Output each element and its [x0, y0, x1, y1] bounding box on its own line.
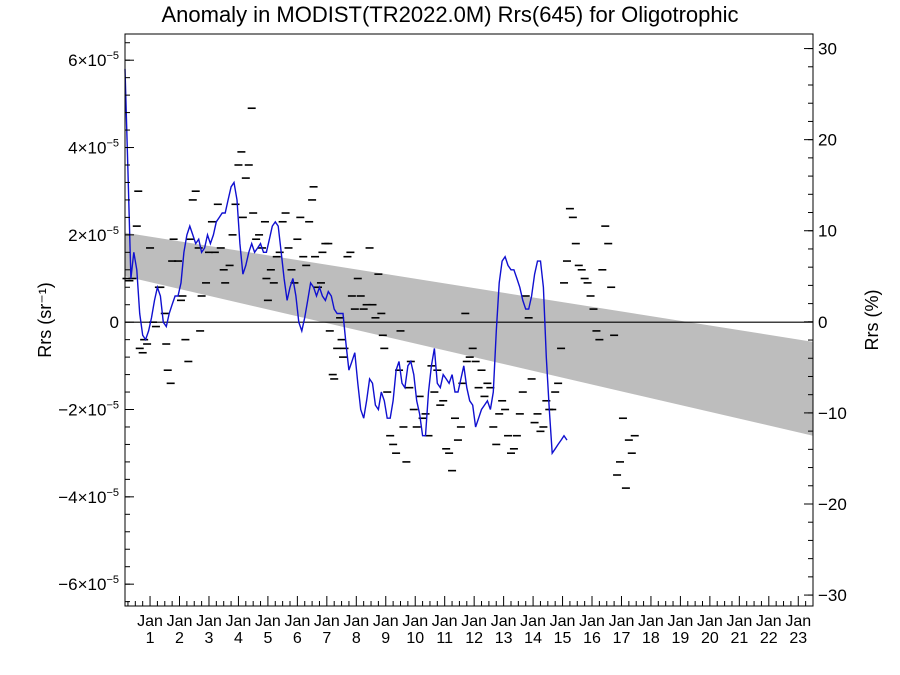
left-tick-label-3: 0 [110, 313, 119, 332]
x-tick-year-4: 5 [263, 630, 272, 647]
left-tick-label-0: 6×10−5 [68, 50, 119, 70]
left-tick-label-5: −4×10−5 [58, 487, 119, 507]
x-tick-year-22: 23 [789, 630, 807, 647]
x-tick-month-19: Jan [697, 613, 723, 630]
x-tick-year-9: 10 [406, 630, 424, 647]
left-tick-exponent-6: −5 [106, 574, 119, 586]
x-tick-month-1: Jan [167, 613, 193, 630]
chart-title: Anomaly in MODIST(TR2022.0M) Rrs(645) fo… [161, 2, 739, 27]
x-tick-month-0: Jan [137, 613, 163, 630]
left-tick-label-6: −6×10−5 [58, 574, 119, 594]
x-tick-month-15: Jan [579, 613, 605, 630]
x-tick-year-13: 14 [524, 630, 542, 647]
x-tick-month-16: Jan [609, 613, 635, 630]
x-tick-year-1: 2 [175, 630, 184, 647]
right-tick-label-0: 30 [818, 40, 837, 59]
left-tick-mantissa-1: 4×10 [68, 139, 106, 158]
trend-band [125, 232, 813, 436]
left-tick-exponent-0: −5 [106, 50, 119, 62]
left-tick-mantissa-0: 6×10 [68, 51, 106, 70]
x-tick-year-6: 7 [322, 630, 331, 647]
x-tick-year-20: 21 [730, 630, 748, 647]
x-tick-month-4: Jan [255, 613, 281, 630]
x-tick-month-2: Jan [196, 613, 222, 630]
x-tick-year-0: 1 [146, 630, 155, 647]
x-tick-year-3: 4 [234, 630, 243, 647]
left-tick-label-2: 2×10−5 [68, 225, 119, 245]
left-tick-mantissa-5: −4×10 [58, 488, 106, 507]
x-tick-year-11: 12 [465, 630, 483, 647]
left-tick-mantissa-4: −2×10 [58, 401, 106, 420]
right-tick-label-2: 10 [818, 222, 837, 241]
x-tick-month-14: Jan [550, 613, 576, 630]
x-tick-month-21: Jan [756, 613, 782, 630]
x-tick-month-8: Jan [373, 613, 399, 630]
x-tick-month-5: Jan [284, 613, 310, 630]
x-tick-month-12: Jan [491, 613, 517, 630]
x-tick-month-17: Jan [638, 613, 664, 630]
x-tick-month-9: Jan [402, 613, 428, 630]
left-tick-exponent-4: −5 [106, 400, 119, 412]
x-tick-year-10: 11 [436, 630, 453, 647]
left-tick-exponent-5: −5 [106, 487, 119, 499]
x-tick-month-10: Jan [432, 613, 458, 630]
x-tick-year-15: 16 [583, 630, 601, 647]
right-tick-label-1: 20 [818, 131, 837, 150]
right-tick-label-3: 0 [818, 313, 827, 332]
x-tick-year-21: 22 [760, 630, 778, 647]
plot-frame [124, 33, 814, 607]
x-tick-month-18: Jan [668, 613, 694, 630]
left-tick-exponent-1: −5 [106, 138, 119, 150]
left-tick-mantissa-2: 2×10 [68, 226, 106, 245]
x-tick-year-2: 3 [205, 630, 214, 647]
x-tick-month-6: Jan [314, 613, 340, 630]
x-tick-year-17: 18 [642, 630, 660, 647]
x-tick-year-12: 13 [495, 630, 513, 647]
x-tick-year-19: 20 [701, 630, 719, 647]
x-tick-month-11: Jan [461, 613, 487, 630]
x-tick-month-3: Jan [226, 613, 252, 630]
right-tick-label-4: −10 [818, 404, 847, 423]
x-tick-month-7: Jan [343, 613, 369, 630]
right-tick-label-6: −30 [818, 586, 847, 605]
x-tick-year-16: 17 [613, 630, 631, 647]
x-tick-year-7: 8 [352, 630, 361, 647]
x-tick-year-14: 15 [554, 630, 572, 647]
left-tick-label-4: −2×10−5 [58, 400, 119, 420]
right-tick-label-5: −20 [818, 495, 847, 514]
x-tick-month-13: Jan [520, 613, 546, 630]
x-tick-month-22: Jan [785, 613, 811, 630]
left-tick-label-1: 4×10−5 [68, 138, 119, 158]
left-tick-mantissa-6: −6×10 [58, 575, 106, 594]
left-tick-exponent-2: −5 [106, 225, 119, 237]
x-tick-year-5: 6 [293, 630, 302, 647]
x-tick-year-18: 19 [672, 630, 690, 647]
anomaly-line [124, 68, 568, 456]
x-tick-month-20: Jan [726, 613, 752, 630]
x-tick-year-8: 9 [381, 630, 390, 647]
left-tick-mantissa-3: 0 [110, 313, 119, 332]
